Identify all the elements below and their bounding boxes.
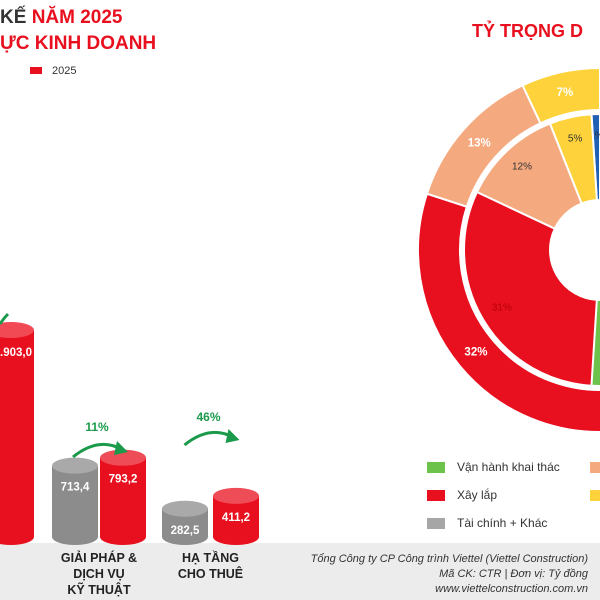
cut-bar-label: .903,0 (0, 347, 32, 359)
category-label: GIẢI PHÁP & DỊCH VỤ KỸ THUẬT (44, 550, 154, 598)
slice-label: 7% (557, 87, 574, 99)
bar (213, 495, 259, 545)
donut-slice (463, 190, 598, 387)
growth-arrowhead (225, 429, 240, 443)
bar-top (213, 487, 259, 504)
category-label: HẠ TẦNG CHO THUÊ (156, 550, 266, 582)
growth-label: 46% (196, 410, 220, 424)
legend-label: Vận hành khai thác (457, 460, 560, 474)
cut-bar-top (0, 322, 34, 338)
growth-arrowhead (114, 441, 128, 455)
category-line: KỸ THUẬT (67, 583, 131, 597)
donut-title: TỶ TRỌNG D (472, 20, 583, 41)
legend-swatch (427, 490, 445, 501)
category-line: DỊCH VỤ (73, 567, 125, 581)
value-label: 713,4 (61, 482, 90, 494)
growth-label: 11% (85, 420, 109, 434)
legend-swatch (30, 67, 42, 74)
slice-label: 13% (468, 138, 491, 150)
bar-top (52, 457, 98, 474)
slice-label: 32% (464, 347, 487, 359)
footer-line: www.viettelconstruction.com.vn (435, 583, 588, 595)
legend-swatch (590, 462, 600, 473)
bar (162, 508, 208, 545)
slice-label: 12% (512, 162, 532, 173)
legend-label: Xây lắp (457, 487, 497, 502)
cut-bar (0, 330, 34, 545)
legend-swatch (590, 490, 600, 501)
title-line2: ỰC KINH DOANH (0, 33, 156, 54)
footer-line: Mã CK: CTR | Đơn vị: Tỷ đồng (439, 568, 588, 580)
value-label: 282,5 (171, 525, 200, 537)
bar (100, 457, 146, 545)
footer-line: Tổng Công ty CP Công trình Viettel (Viet… (310, 553, 588, 565)
value-label: 793,2 (109, 474, 138, 486)
bar (52, 465, 98, 545)
title-dark: KẾ NĂM 2025 (0, 6, 123, 28)
donut-slice (417, 192, 600, 433)
cut-arrow (0, 312, 10, 325)
legend-label: Tài chính + Khác (457, 516, 547, 530)
category-line: GIẢI PHÁP & (60, 551, 138, 565)
value-label: 411,2 (222, 512, 250, 524)
bar-top (100, 449, 146, 466)
slice-label: 5% (568, 133, 583, 144)
bar-top (162, 500, 208, 517)
category-line: HẠ TẦNG (182, 551, 239, 565)
slice-label: 31% (492, 303, 512, 314)
legend-label: 2025 (52, 65, 76, 77)
legend-swatch (427, 518, 445, 529)
slice-label: 1% (589, 131, 600, 142)
footer-band (0, 543, 600, 600)
category-line: CHO THUÊ (177, 567, 244, 581)
legend-swatch (427, 462, 445, 473)
